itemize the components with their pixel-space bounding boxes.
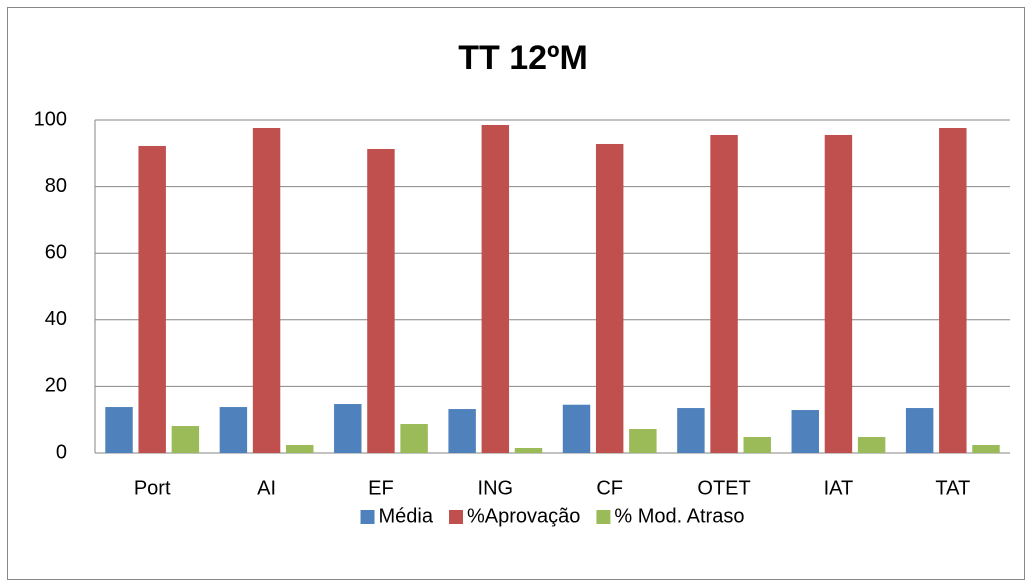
x-tick-label: OTET (697, 477, 750, 499)
bar (629, 429, 657, 453)
x-tick-label: CF (596, 477, 623, 499)
y-tick-label: 100 (34, 108, 67, 130)
chart-title: TT 12ºM (458, 39, 588, 77)
x-tick-label: Port (134, 477, 171, 499)
bar (219, 407, 248, 453)
x-tick-label: TAT (935, 477, 970, 499)
bar (171, 426, 200, 453)
bar (400, 424, 428, 453)
bar (514, 448, 543, 453)
y-tick-label: 80 (45, 175, 67, 197)
bar (481, 124, 510, 454)
bar (562, 404, 591, 453)
bar (905, 408, 934, 453)
x-tick-label: IAT (824, 477, 854, 499)
x-tick-label: AI (257, 477, 276, 499)
y-tick-label: 60 (45, 241, 67, 263)
bar (972, 445, 1000, 453)
bar (595, 143, 624, 453)
bar (857, 437, 886, 453)
bar (334, 404, 362, 453)
bar (367, 148, 395, 453)
bar (448, 409, 476, 453)
bar (138, 145, 166, 453)
legend-swatch (360, 510, 375, 524)
legend-swatch (449, 510, 464, 524)
legend-swatch (596, 510, 611, 524)
y-tick-label: 20 (45, 375, 67, 397)
chart-border (7, 7, 1025, 580)
legend-label: %Aprovação (467, 505, 580, 527)
bar (791, 410, 819, 453)
bar (824, 134, 853, 454)
legend-label: % Mod. Atraso (614, 505, 744, 527)
bar (677, 408, 705, 453)
y-tick-label: 0 (56, 441, 67, 463)
x-tick-label: ING (478, 477, 514, 499)
bar (286, 445, 314, 453)
bar (710, 134, 738, 454)
bar (252, 127, 281, 453)
y-tick-label: 40 (45, 308, 67, 330)
x-tick-label: EF (368, 477, 394, 499)
legend-label: Média (379, 505, 434, 527)
bar (939, 127, 967, 453)
bar (105, 407, 133, 453)
bar (743, 437, 771, 453)
